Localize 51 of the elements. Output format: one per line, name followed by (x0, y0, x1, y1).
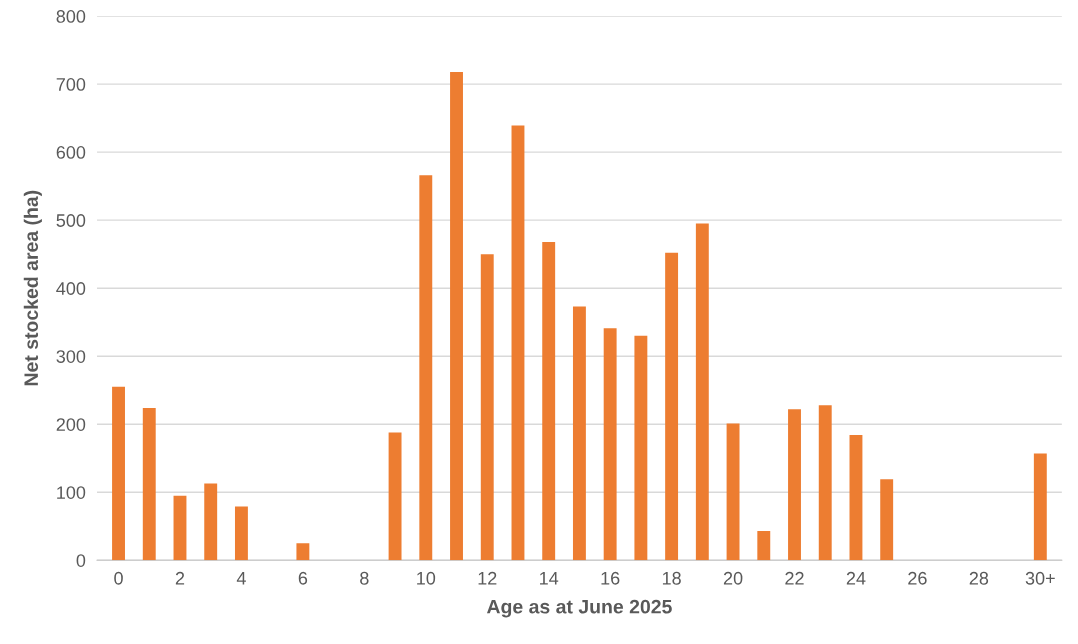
bar (234, 506, 248, 561)
x-tick-label: 0 (114, 571, 123, 585)
y-axis-title: Net stocked area (ha) (23, 190, 42, 386)
bar (695, 223, 709, 561)
x-tick-label: 6 (298, 571, 308, 585)
y-tick-label: 0 (76, 554, 86, 567)
bar (788, 409, 801, 561)
x-tick-label: 10 (417, 571, 436, 585)
x-tick-label: 28 (969, 571, 989, 585)
x-tick-label: 22 (785, 571, 804, 585)
y-tick-label: 500 (56, 214, 86, 227)
y-tick-label: 100 (57, 486, 86, 499)
x-tick-label: 2 (175, 571, 185, 585)
y-tick-label: 600 (56, 146, 86, 159)
x-axis-title: Age as at June 2025 (486, 599, 672, 618)
y-tick-label: 200 (56, 418, 86, 431)
bar (450, 71, 463, 561)
y-tick-label: 800 (56, 10, 86, 23)
bar (173, 495, 187, 561)
bar (542, 241, 556, 561)
bar (1033, 453, 1047, 561)
bar (511, 125, 525, 561)
bar (112, 386, 125, 561)
x-tick-label: 24 (846, 571, 866, 585)
bar (818, 405, 832, 561)
x-tick-label: 4 (236, 572, 246, 585)
bar (634, 335, 648, 561)
bar (142, 407, 156, 561)
bar (480, 254, 494, 561)
x-tick-label: 20 (723, 571, 743, 585)
bar (603, 328, 617, 561)
bar (880, 479, 894, 561)
bar (388, 432, 402, 561)
y-tick-label: 700 (56, 78, 86, 91)
x-tick-label: 30+ (1025, 571, 1055, 585)
bar (419, 175, 433, 561)
x-tick-label: 16 (601, 571, 620, 585)
x-tick-label: 14 (540, 572, 559, 585)
bar (204, 483, 218, 561)
x-tick-label: 8 (360, 571, 369, 585)
bar (665, 252, 679, 561)
bar (572, 306, 586, 561)
x-tick-label: 26 (908, 571, 927, 585)
x-tick-label: 18 (662, 571, 681, 585)
bar (296, 543, 310, 561)
bar (757, 531, 771, 561)
y-tick-label: 300 (56, 350, 86, 363)
y-tick-label: 400 (56, 282, 86, 295)
bar (849, 435, 863, 561)
bar (726, 423, 740, 561)
x-tick-label: 12 (478, 571, 497, 585)
